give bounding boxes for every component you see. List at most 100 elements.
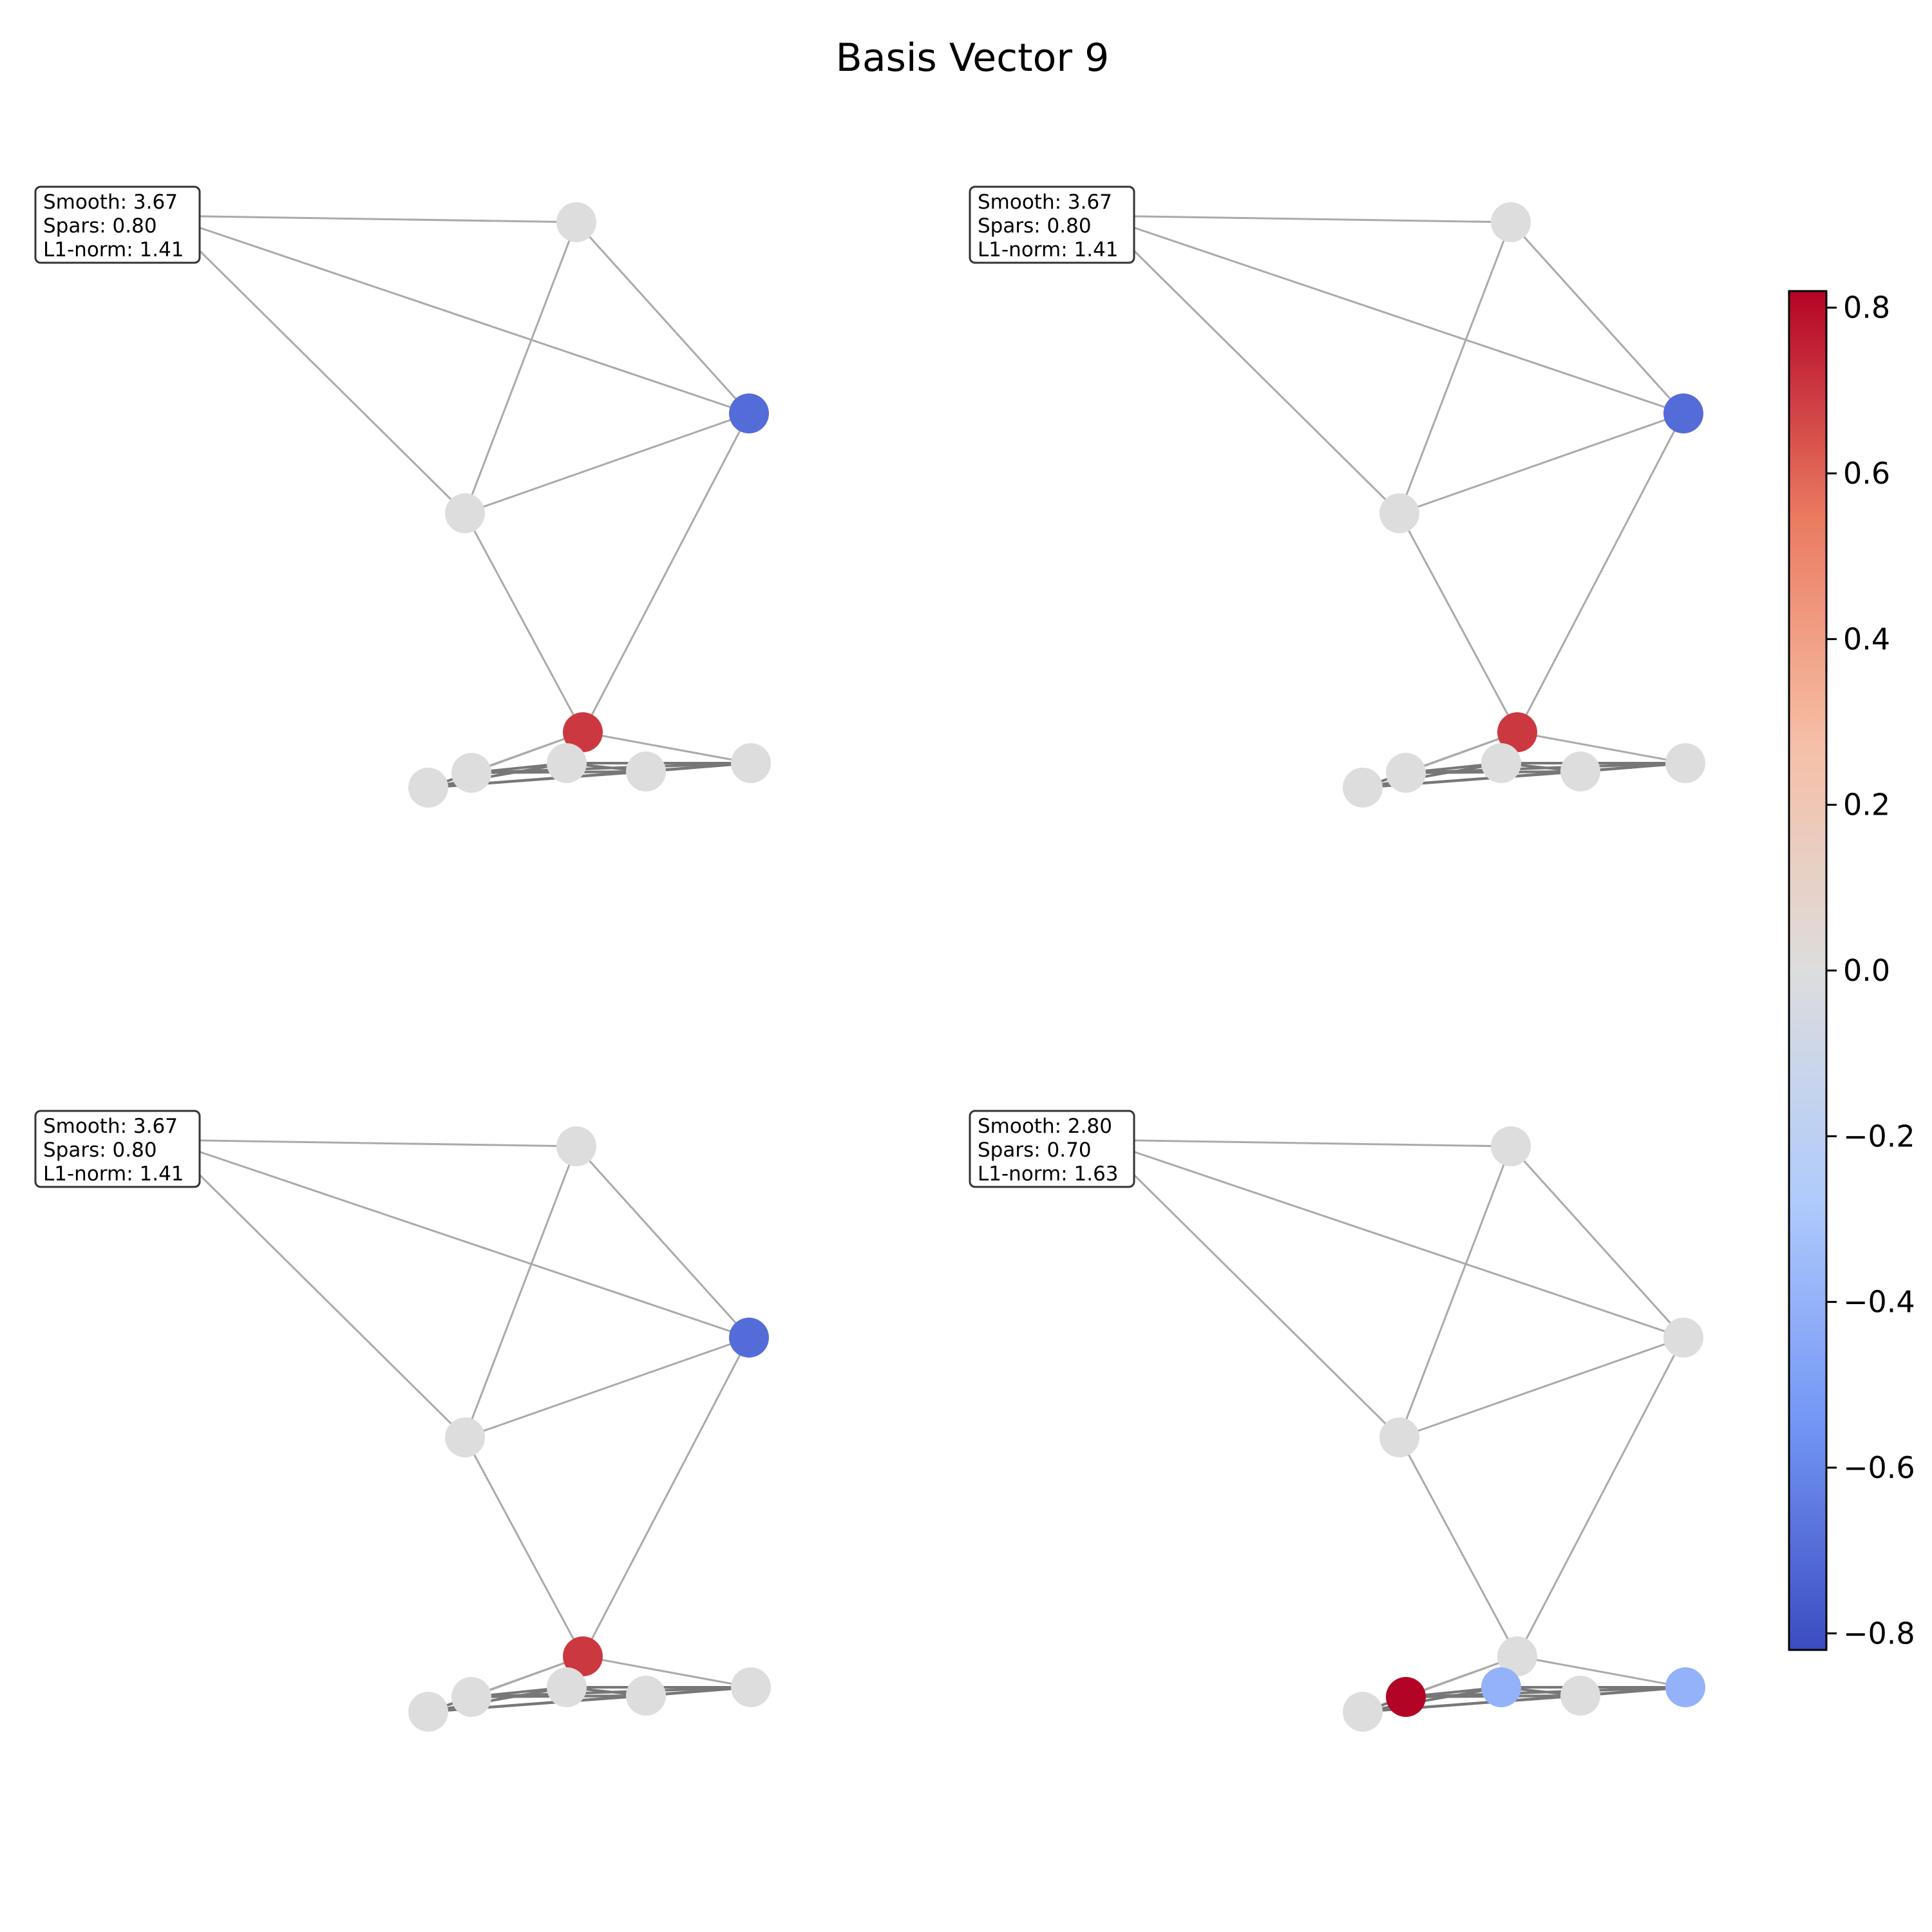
graph-edge (1398, 1437, 1519, 1657)
graph-edge (464, 222, 578, 514)
graph-edge (428, 762, 567, 789)
graph-node (729, 393, 769, 433)
graph-edge (464, 1437, 584, 1657)
colorbar-tick-label: 0.0 (1843, 953, 1890, 988)
graph-edge (582, 1337, 750, 1657)
colorbar-tick-label: −0.2 (1843, 1119, 1915, 1153)
graph-edge (464, 1146, 578, 1438)
graph-edge (1098, 1139, 1511, 1148)
graph-edge (428, 1686, 567, 1713)
graph-edge (464, 1336, 750, 1439)
colorbar-tick-label: 0.6 (1843, 456, 1890, 491)
graph-panel-bottom-left: Smooth: 3.67 Spars: 0.80 L1-norm: 1.41 (34, 1110, 771, 1732)
sparsity-metric: Spars: 0.80 (978, 214, 1092, 238)
graph-node (445, 493, 485, 533)
graph-edge (1399, 1336, 1684, 1439)
graph-edge (464, 412, 750, 515)
graph-edge (1098, 214, 1511, 223)
metrics-box: Smooth: 3.67 Spars: 0.80 L1-norm: 1.41 (34, 185, 201, 264)
graph-node (547, 743, 587, 783)
colorbar: 0.8 0.6 0.4 0.2 0.0 −0.2 −0.4 −0.6 −0.8 (1788, 290, 1915, 1651)
graph-node (408, 1692, 448, 1732)
colorbar-tick-label: −0.4 (1843, 1285, 1915, 1320)
graph-edge (1098, 214, 1684, 415)
graph-node (731, 1667, 771, 1707)
nodes (1343, 202, 1705, 808)
graph-node (1663, 1318, 1703, 1358)
metrics-box: Smooth: 2.80 Spars: 0.70 L1-norm: 1.63 (969, 1110, 1135, 1188)
graph-node (1665, 743, 1705, 783)
graph-edge (1510, 221, 1685, 415)
graph-node (451, 753, 491, 793)
colorbar-tick-label: 0.4 (1843, 621, 1890, 656)
colorbar-tick-label: −0.8 (1843, 1616, 1915, 1651)
graph-panel-bottom-right: Smooth: 2.80 Spars: 0.70 L1-norm: 1.63 (969, 1110, 1705, 1732)
graph-edge (1510, 1145, 1685, 1339)
graph-node (556, 1126, 596, 1166)
graph-panel-top-right: Smooth: 3.67 Spars: 0.80 L1-norm: 1.41 (969, 185, 1705, 808)
graph-node (1343, 1692, 1383, 1732)
graph-edge (1362, 1686, 1502, 1713)
graph-node (626, 752, 666, 791)
sparsity-metric: Spars: 0.70 (978, 1139, 1092, 1162)
figure-title: Basis Vector 9 (836, 35, 1110, 80)
smooth-metric: Smooth: 3.67 (978, 191, 1112, 214)
metrics-box: Smooth: 3.67 Spars: 0.80 L1-norm: 1.41 (969, 185, 1135, 264)
graph-edge (575, 221, 750, 415)
graph-edge (1398, 513, 1519, 733)
sparsity-metric: Spars: 0.80 (43, 214, 157, 238)
graph-node (1665, 1667, 1705, 1707)
nodes (408, 202, 771, 808)
graph-node (1386, 753, 1426, 793)
l1-norm-metric: L1-norm: 1.63 (978, 1162, 1119, 1186)
smooth-metric: Smooth: 2.80 (978, 1115, 1112, 1138)
metrics-box-frame (34, 185, 201, 264)
graph-edge (164, 214, 577, 223)
graph-edge (1398, 222, 1512, 514)
colorbar-tick-label: −0.6 (1843, 1450, 1915, 1485)
graph-node (451, 1677, 491, 1717)
graph-node (1560, 752, 1600, 791)
colorbar-gradient (1788, 290, 1828, 1651)
graph-edge (1399, 412, 1684, 515)
colorbar-tick-label: 0.8 (1843, 290, 1890, 325)
graph-edge (164, 1139, 750, 1339)
nodes (1343, 1126, 1705, 1732)
smooth-metric: Smooth: 3.67 (43, 1115, 178, 1138)
graph-node (1481, 743, 1521, 783)
graph-edge (1517, 731, 1686, 764)
metrics-box-frame (969, 1110, 1135, 1188)
graph-node (547, 1667, 587, 1707)
graph-node (731, 743, 771, 783)
l1-norm-metric: L1-norm: 1.41 (43, 1162, 184, 1186)
graph-edge (464, 513, 584, 733)
graph-edge (1097, 214, 1401, 515)
graph-node (1481, 1667, 1521, 1707)
graph-node (1379, 493, 1419, 533)
graph-edge (1097, 1139, 1401, 1439)
metrics-box-frame (34, 1110, 201, 1188)
metrics-box: Smooth: 3.67 Spars: 0.80 L1-norm: 1.41 (34, 1110, 201, 1188)
graph-node (1491, 1126, 1531, 1166)
colorbar-ticks: 0.8 0.6 0.4 0.2 0.0 −0.2 −0.4 −0.6 −0.8 (1826, 290, 1915, 1651)
smooth-metric: Smooth: 3.67 (43, 191, 178, 214)
graph-node (1497, 1636, 1537, 1676)
graph-edge (164, 1139, 577, 1148)
graph-edge (164, 214, 750, 415)
graph-node (1343, 768, 1383, 808)
graph-edge (1516, 413, 1685, 733)
graph-edge (1398, 1146, 1512, 1438)
graph-edge (1517, 1655, 1686, 1689)
graph-edge (1098, 1139, 1684, 1339)
graph-node (1497, 712, 1537, 752)
graph-edge (1362, 762, 1502, 789)
graph-edge (582, 731, 752, 764)
graph-node (1386, 1677, 1426, 1717)
graph-node (1560, 1676, 1600, 1716)
graph-node (563, 712, 603, 752)
graph-node (729, 1318, 769, 1358)
graph-node (1379, 1417, 1419, 1457)
graph-node (445, 1417, 485, 1457)
graph-node (1663, 393, 1703, 433)
